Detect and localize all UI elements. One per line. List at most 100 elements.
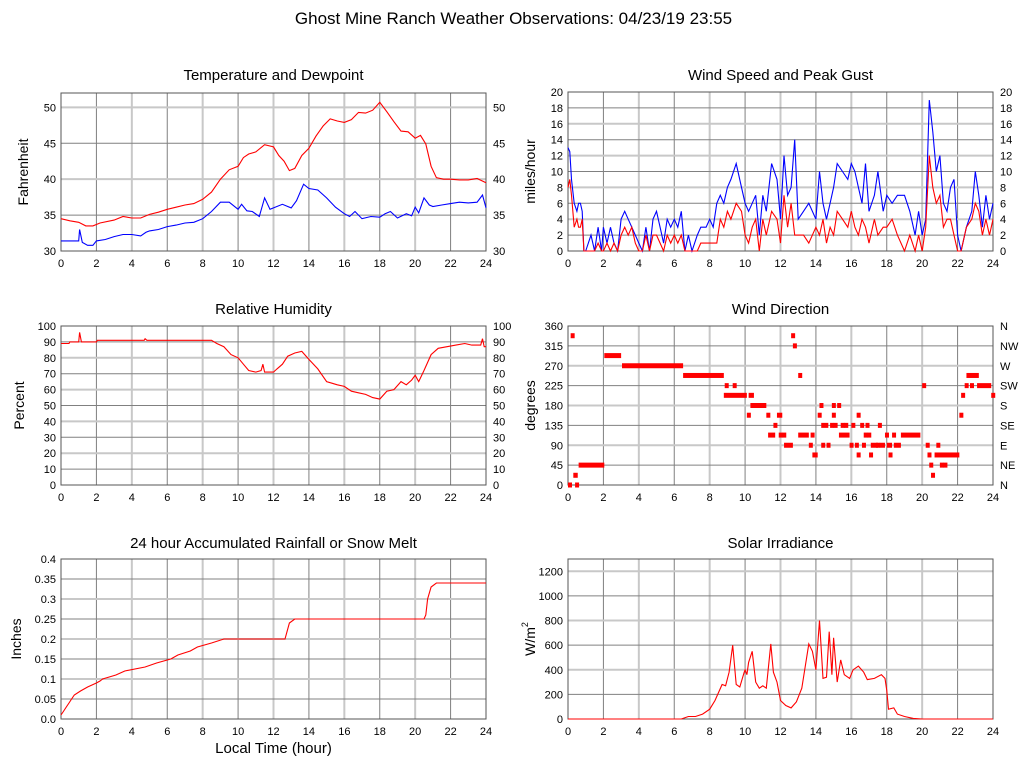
wind-direction-point (798, 432, 809, 438)
wind-direction-point (578, 462, 605, 468)
wind-direction-point (860, 422, 865, 428)
wind-direction-point (748, 392, 754, 398)
wind-direction-point (893, 442, 901, 448)
x-tick-label: 0 (565, 258, 571, 270)
x-tick-label: 12 (267, 492, 279, 504)
y-right-tick-label: SW (1000, 381, 1018, 393)
x-tick-label: 22 (951, 726, 963, 738)
wind-direction-point (570, 333, 575, 339)
wind-direction-point (886, 442, 893, 448)
wind-direction-point (844, 422, 849, 428)
y-right-tick-label: 80 (493, 353, 505, 365)
wind-direction-point (879, 442, 885, 448)
wind-direction-point (573, 472, 578, 478)
x-axis-label: Local Time (hour) (215, 740, 332, 757)
chart-title-wind: Wind Speed and Peak Gust (688, 67, 874, 84)
y-right-tick-label: 30 (493, 432, 505, 444)
y-right-tick-label: 30 (493, 246, 505, 258)
y-right-tick-label: 40 (493, 174, 505, 186)
y-tick-label: 20 (551, 87, 563, 99)
x-tick-label: 18 (374, 258, 386, 270)
y-right-tick-label: 4 (1000, 214, 1006, 226)
wind-direction-point (833, 422, 838, 428)
wind-direction-point (854, 442, 859, 448)
x-tick-label: 6 (671, 492, 677, 504)
x-tick-label: 24 (987, 492, 999, 504)
y-right-tick-label: 8 (1000, 182, 1006, 194)
y-tick-label: 0.05 (35, 694, 56, 706)
wind-direction-point (604, 353, 622, 359)
wind-direction-point (861, 442, 866, 448)
y-tick-label: 0 (557, 246, 563, 258)
x-tick-label: 18 (881, 726, 893, 738)
y-tick-label: 0.35 (35, 574, 56, 586)
y-right-tick-label: 20 (493, 448, 505, 460)
x-tick-label: 6 (671, 258, 677, 270)
chart-title-solar: Solar Irradiance (728, 535, 834, 552)
series-line-wind-speed (567, 155, 994, 254)
chart-rain: 24 hour Accumulated Rainfall or Snow Mel… (8, 535, 492, 757)
y-tick-label: 60 (44, 385, 56, 397)
x-tick-label: 8 (707, 258, 713, 270)
x-tick-label: 16 (845, 726, 857, 738)
x-tick-label: 14 (303, 258, 315, 270)
x-tick-label: 6 (164, 258, 170, 270)
y-right-tick-label: NE (1000, 460, 1015, 472)
x-tick-label: 24 (480, 258, 492, 270)
wind-direction-point (723, 392, 747, 398)
wind-direction-point (831, 403, 836, 408)
y-tick-label: 600 (545, 640, 563, 652)
x-tick-label: 22 (444, 258, 456, 270)
y-right-tick-label: 16 (1000, 119, 1012, 131)
x-tick-label: 20 (409, 726, 421, 738)
x-tick-label: 16 (338, 492, 350, 504)
y-right-tick-label: S (1000, 401, 1007, 413)
wind-direction-point (773, 422, 778, 428)
y-tick-label: 10 (44, 464, 56, 476)
y-right-tick-label: 50 (493, 401, 505, 413)
wind-direction-point (977, 383, 992, 389)
chart-title-rh: Relative Humidity (215, 301, 332, 318)
y-tick-label: 80 (44, 353, 56, 365)
y-tick-label: 14 (551, 135, 563, 147)
plot-frame (60, 558, 487, 720)
wind-direction-point (849, 442, 854, 448)
wind-direction-point (840, 422, 845, 428)
y-tick-label: 0.0 (41, 714, 56, 726)
x-tick-label: 8 (200, 492, 206, 504)
series-line-accumulated-rainfall (60, 582, 486, 716)
wind-direction-point (936, 442, 941, 448)
wind-direction-point (830, 422, 835, 428)
y-tick-label: 50 (44, 401, 56, 413)
x-tick-label: 12 (774, 258, 786, 270)
x-tick-label: 22 (951, 258, 963, 270)
wind-direction-point (819, 403, 824, 408)
x-tick-label: 4 (636, 726, 642, 738)
x-tick-label: 2 (93, 492, 99, 504)
x-tick-label: 6 (164, 726, 170, 738)
y-right-tick-label: 35 (493, 210, 505, 222)
x-tick-label: 16 (845, 258, 857, 270)
x-tick-label: 8 (200, 726, 206, 738)
y-tick-label: 30 (44, 432, 56, 444)
wind-direction-point (622, 363, 684, 369)
y-tick-label: 45 (44, 138, 56, 150)
y-right-tick-label: 10 (493, 464, 505, 476)
x-tick-label: 10 (232, 258, 244, 270)
wind-direction-point (931, 472, 936, 478)
wind-direction-point (776, 412, 783, 418)
x-tick-label: 2 (600, 492, 606, 504)
wind-direction-point (778, 432, 783, 438)
wind-direction-point (792, 343, 797, 349)
x-tick-label: 24 (987, 726, 999, 738)
wind-direction-point (869, 452, 874, 458)
y-tick-label: 18 (551, 103, 563, 115)
y-tick-label: 0 (557, 714, 563, 726)
wind-direction-point (964, 383, 969, 389)
wind-direction-point (959, 412, 964, 418)
y-tick-label: 20 (44, 448, 56, 460)
x-tick-label: 6 (164, 492, 170, 504)
y-right-tick-label: 14 (1000, 135, 1012, 147)
y-axis-label-superscript: 2 (520, 622, 530, 627)
